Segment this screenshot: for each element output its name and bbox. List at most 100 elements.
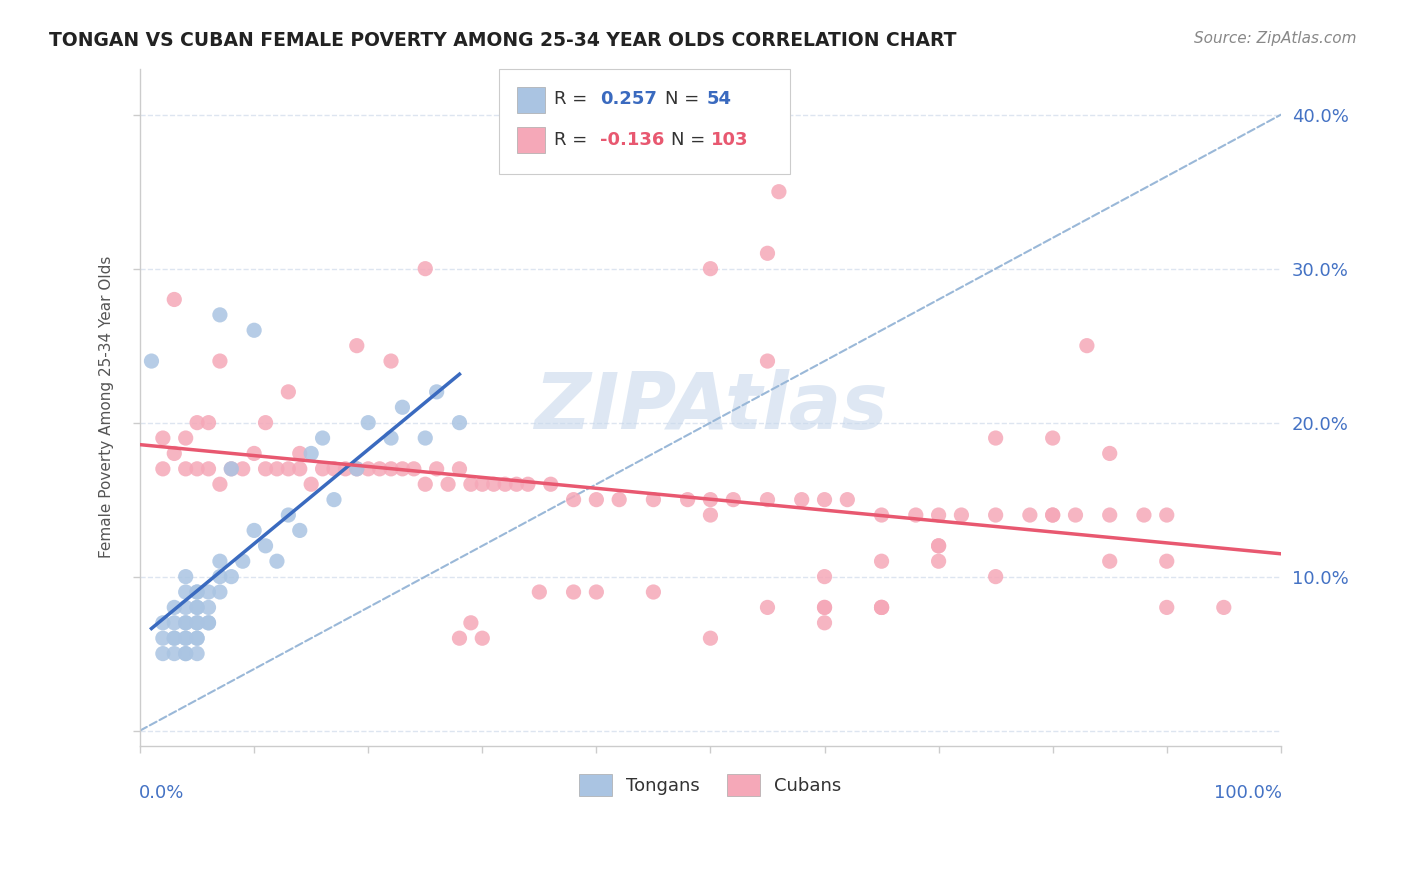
Bar: [516, 87, 546, 112]
Point: [723, 492, 745, 507]
Text: -0.136: -0.136: [600, 130, 664, 149]
Point: [232, 462, 254, 476]
Point: [928, 539, 950, 553]
Point: [163, 615, 186, 630]
Point: [529, 585, 551, 599]
Point: [311, 462, 333, 476]
Point: [460, 615, 482, 630]
Point: [208, 569, 231, 583]
Point: [174, 631, 197, 645]
Point: [323, 492, 346, 507]
Point: [197, 600, 219, 615]
Point: [1042, 508, 1064, 522]
Point: [266, 554, 288, 568]
Point: [870, 600, 893, 615]
Point: [197, 462, 219, 476]
Point: [277, 462, 299, 476]
Point: [311, 431, 333, 445]
Point: [221, 462, 243, 476]
Point: [391, 401, 413, 415]
Point: [174, 431, 197, 445]
Point: [813, 600, 835, 615]
Point: [254, 539, 277, 553]
Point: [928, 554, 950, 568]
Point: [426, 384, 449, 399]
FancyBboxPatch shape: [499, 69, 790, 174]
Point: [1133, 508, 1156, 522]
Point: [174, 585, 197, 599]
Point: [562, 585, 585, 599]
Text: 54: 54: [707, 90, 733, 108]
Point: [163, 631, 186, 645]
Point: [186, 585, 208, 599]
Point: [186, 600, 208, 615]
Point: [756, 246, 779, 260]
Point: [699, 508, 721, 522]
Point: [380, 431, 402, 445]
Point: [152, 431, 174, 445]
Point: [197, 585, 219, 599]
Text: Source: ZipAtlas.com: Source: ZipAtlas.com: [1194, 31, 1357, 46]
Point: [699, 492, 721, 507]
Point: [163, 600, 186, 615]
Point: [163, 647, 186, 661]
Point: [152, 647, 174, 661]
Point: [186, 615, 208, 630]
Point: [335, 462, 357, 476]
Point: [391, 462, 413, 476]
Point: [232, 554, 254, 568]
Point: [1098, 446, 1121, 460]
Point: [243, 524, 266, 538]
Point: [699, 261, 721, 276]
Text: 0.257: 0.257: [600, 90, 657, 108]
Point: [174, 647, 197, 661]
Point: [699, 631, 721, 645]
Legend: Tongans, Cubans: Tongans, Cubans: [571, 764, 851, 805]
Point: [288, 446, 311, 460]
Point: [494, 477, 516, 491]
Point: [277, 384, 299, 399]
Point: [141, 354, 163, 368]
Point: [186, 631, 208, 645]
Point: [197, 416, 219, 430]
Point: [299, 477, 322, 491]
Point: [643, 492, 665, 507]
Point: [413, 261, 436, 276]
Point: [460, 477, 482, 491]
Point: [197, 615, 219, 630]
Point: [870, 508, 893, 522]
Point: [870, 600, 893, 615]
Point: [471, 477, 494, 491]
Point: [837, 492, 859, 507]
Point: [186, 600, 208, 615]
Point: [950, 508, 973, 522]
Point: [756, 354, 779, 368]
Text: 103: 103: [710, 130, 748, 149]
Point: [186, 631, 208, 645]
Point: [643, 585, 665, 599]
Point: [266, 462, 288, 476]
Point: [221, 462, 243, 476]
Point: [174, 615, 197, 630]
Point: [163, 446, 186, 460]
Point: [357, 462, 380, 476]
Point: [186, 462, 208, 476]
Text: 0.0%: 0.0%: [139, 784, 184, 803]
Text: R =: R =: [554, 90, 593, 108]
Point: [813, 600, 835, 615]
Point: [1156, 508, 1178, 522]
Point: [288, 462, 311, 476]
Text: R =: R =: [554, 130, 593, 149]
Point: [1076, 339, 1098, 353]
Point: [174, 631, 197, 645]
Text: ZIPAtlas: ZIPAtlas: [534, 369, 887, 445]
Point: [346, 339, 368, 353]
Point: [426, 462, 449, 476]
Point: [1042, 431, 1064, 445]
Point: [208, 354, 231, 368]
Point: [243, 446, 266, 460]
Point: [208, 477, 231, 491]
Point: [1098, 554, 1121, 568]
Point: [928, 508, 950, 522]
Point: [1018, 508, 1040, 522]
